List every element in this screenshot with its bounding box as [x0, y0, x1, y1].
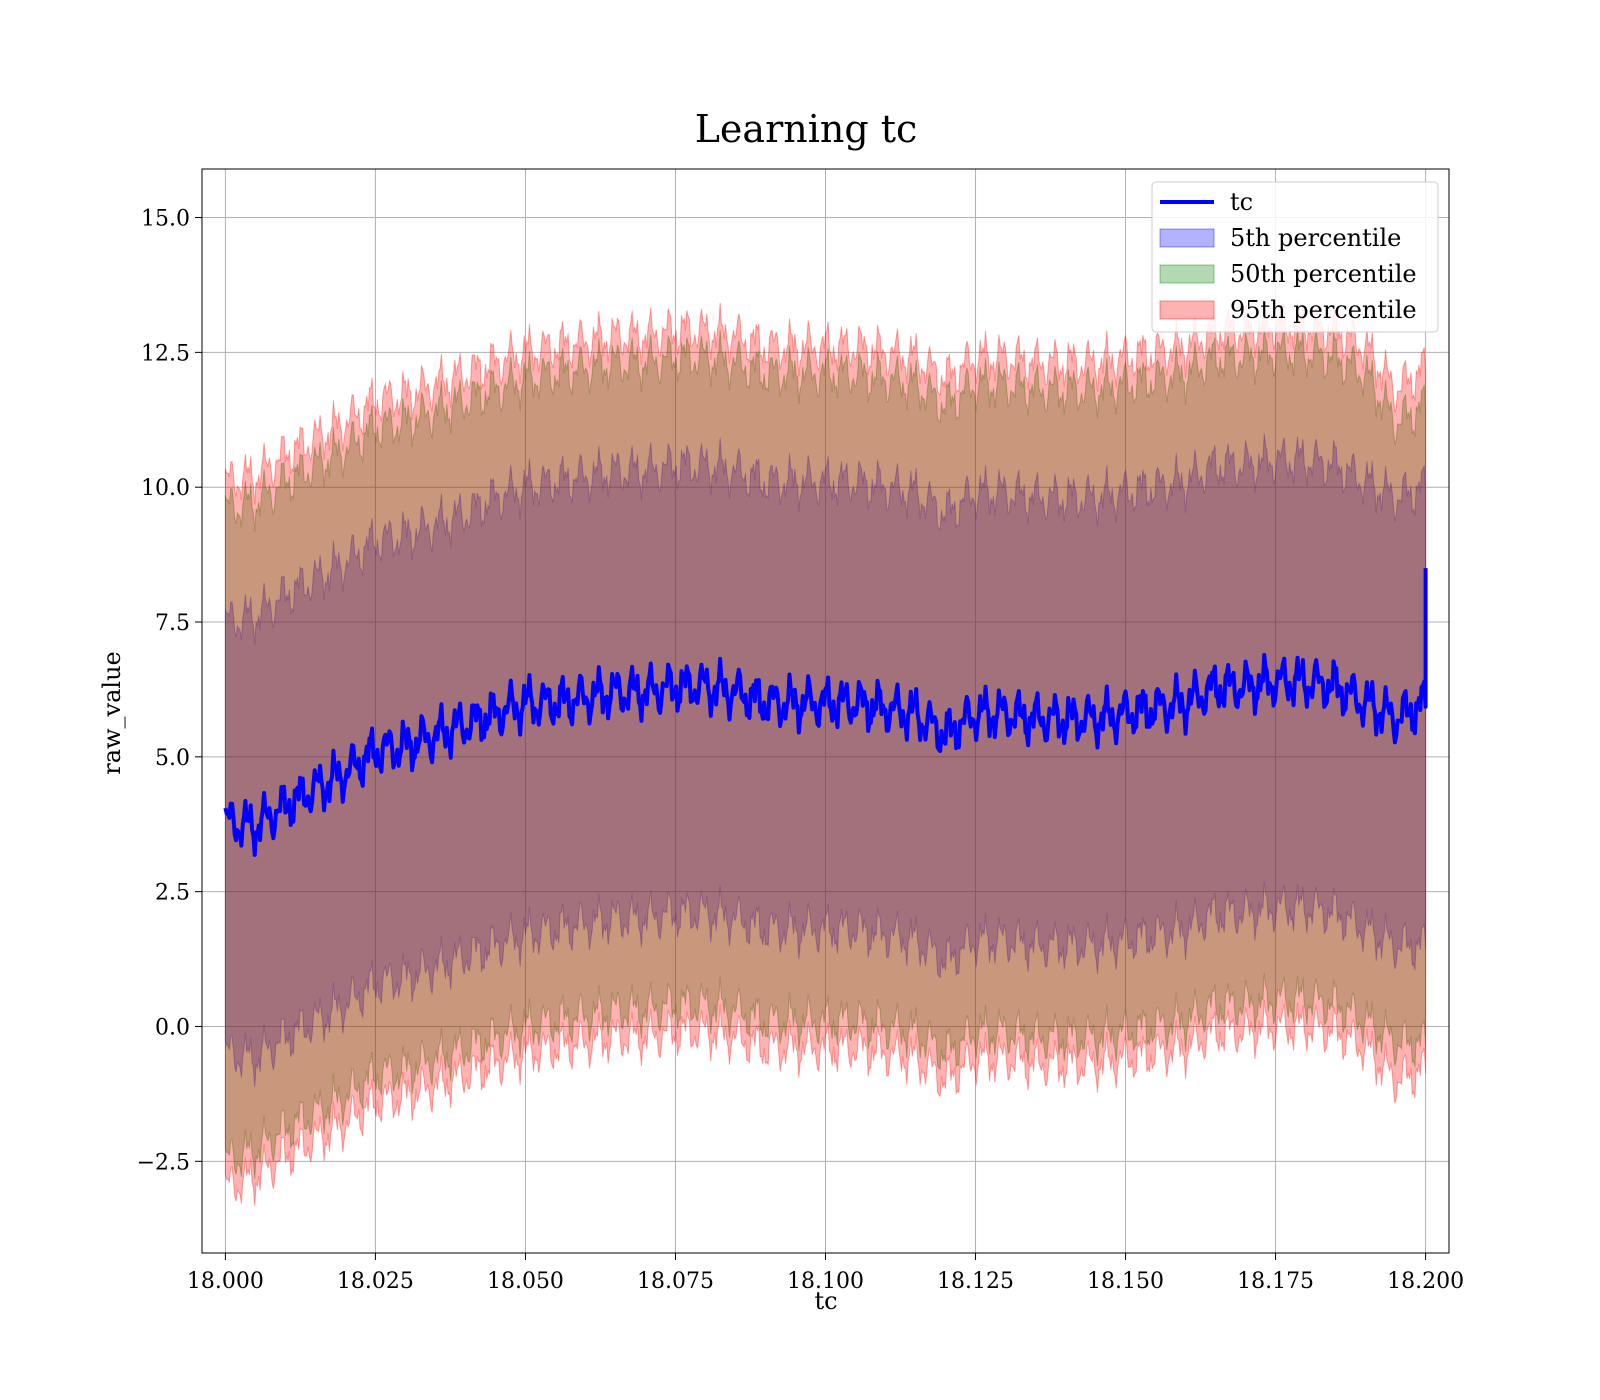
legend-swatch-patch: [1159, 228, 1215, 248]
band-95th-percentile: [224, 298, 1427, 1206]
x-axis-ticks: 18.000 18.025 18.050 18.075 18.100 18.125 18.1…: [187, 1253, 1464, 1294]
y-tick-label: 0.0: [155, 1015, 190, 1040]
x-tick-label: 18.175: [1237, 1269, 1314, 1294]
legend-label: tc: [1230, 188, 1253, 216]
band-5th-percentile: [224, 433, 1427, 1087]
series-line-tc: [223, 568, 1428, 857]
legend-label: 5th percentile: [1230, 224, 1401, 252]
y-tick-label: 12.5: [141, 341, 190, 366]
y-tick-label: 7.5: [155, 611, 190, 636]
legend-swatch-patch: [1159, 264, 1215, 284]
series-lines: [223, 568, 1428, 857]
legend-box: [1151, 181, 1439, 333]
x-tick-label: 18.000: [187, 1269, 264, 1294]
legend-label: 50th percentile: [1230, 260, 1417, 288]
y-tick-label: 5.0: [155, 746, 190, 771]
grid: [202, 169, 1449, 1253]
x-axis-label: tc: [814, 1287, 837, 1315]
x-tick-label: 18.075: [637, 1269, 714, 1294]
legend-swatch-patch: [1159, 300, 1215, 320]
y-tick-label: −2.5: [137, 1150, 190, 1175]
x-tick-label: 18.125: [937, 1269, 1014, 1294]
x-tick-label: 18.200: [1387, 1269, 1464, 1294]
y-tick-label: 15.0: [141, 207, 190, 232]
y-axis-ticks: −2.5 0.0 2.5 5.0 7.5 10.0 12.5 15.0: [137, 207, 202, 1175]
chart-title: Learning tc: [695, 107, 918, 151]
x-tick-label: 18.100: [787, 1269, 864, 1294]
legend: tc 5th percentile 50th percentile 95th perc…: [1151, 181, 1439, 333]
legend-label: 95th percentile: [1230, 296, 1417, 324]
y-tick-label: 10.0: [141, 476, 190, 501]
y-tick-label: 2.5: [155, 881, 190, 906]
band-50th-percentile: [224, 325, 1427, 1179]
y-axis-label: raw_value: [98, 651, 126, 775]
percentile-bands: [224, 298, 1427, 1206]
x-tick-label: 18.025: [337, 1269, 414, 1294]
x-tick-label: 18.050: [487, 1269, 564, 1294]
x-tick-label: 18.150: [1087, 1269, 1164, 1294]
